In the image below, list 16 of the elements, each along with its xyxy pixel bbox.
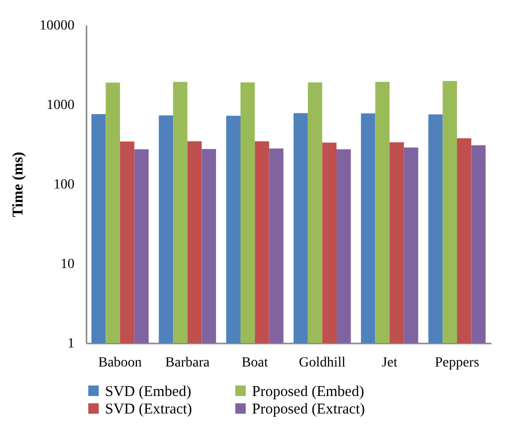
y-tick-label: 10000 [40,18,74,34]
y-axis-title: Time (ms) [10,152,26,218]
y-tick-label: 10 [60,257,74,272]
y-tick-label: 1000 [46,98,74,113]
legend-label: Proposed (Embed) [252,384,364,400]
legend-label: SVD (Embed) [105,384,192,400]
x-tick-label: Jet [382,356,398,370]
x-tick-label: Baboon [98,356,142,370]
x-tick-label: Peppers [434,356,480,370]
y-tick-label: 1 [68,336,74,352]
y-tick-label: 100 [54,178,74,192]
legend-label: SVD (Extract) [105,402,192,418]
legend-label: Proposed (Extract) [252,402,365,418]
x-tick-label: Goldhill [298,356,346,370]
x-tick-label: Boat [242,356,268,370]
x-tick-label: Barbara [165,356,210,370]
